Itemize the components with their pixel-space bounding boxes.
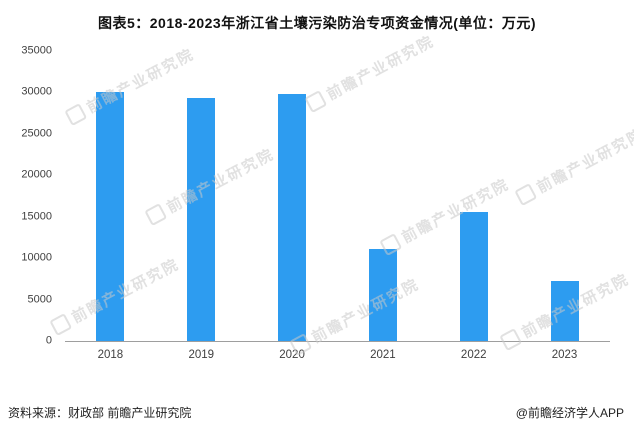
x-tick-label: 2023 <box>551 349 578 361</box>
bar-2022 <box>459 211 488 341</box>
y-axis: 0 5000 10000 15000 20000 25000 30000 35000 <box>0 45 56 346</box>
y-tick-label: 25000 <box>21 127 52 140</box>
y-tick-label: 15000 <box>21 210 52 223</box>
plot-area <box>65 51 610 342</box>
source-note: 资料来源：财政部 前瞻产业研究院 <box>8 406 192 420</box>
chart-title: 图表5：2018-2023年浙江省土壤污染防治专项资金情况(单位：万元) <box>97 15 537 31</box>
bar-slot <box>90 51 130 341</box>
credit-note: @前瞻经济学人APP <box>515 406 624 420</box>
bar-slot <box>545 51 585 341</box>
bar-series <box>65 51 610 341</box>
y-tick-label: 35000 <box>21 44 52 57</box>
bar-2019 <box>187 98 216 341</box>
bar-2020 <box>278 94 307 341</box>
x-tick-label: 2021 <box>370 349 396 361</box>
bar-2023 <box>550 281 579 341</box>
x-tick-label: 2020 <box>279 349 305 361</box>
y-tick-label: 10000 <box>21 251 52 264</box>
y-tick-label: 5000 <box>27 293 52 306</box>
bar-slot <box>363 51 403 341</box>
bar-2018 <box>96 91 125 341</box>
y-tick-label: 0 <box>45 334 52 347</box>
x-tick-label: 2019 <box>188 349 215 361</box>
bar-slot <box>181 51 221 341</box>
bar-2021 <box>368 249 397 341</box>
y-tick-label: 20000 <box>21 168 52 181</box>
bar-slot <box>272 51 312 341</box>
bar-slot <box>454 51 494 341</box>
x-tick-label: 2022 <box>460 349 487 361</box>
y-tick-label: 30000 <box>21 85 52 98</box>
x-tick-label: 2018 <box>97 349 124 361</box>
x-axis: 2018 2019 2020 2021 2022 2023 <box>65 349 610 361</box>
